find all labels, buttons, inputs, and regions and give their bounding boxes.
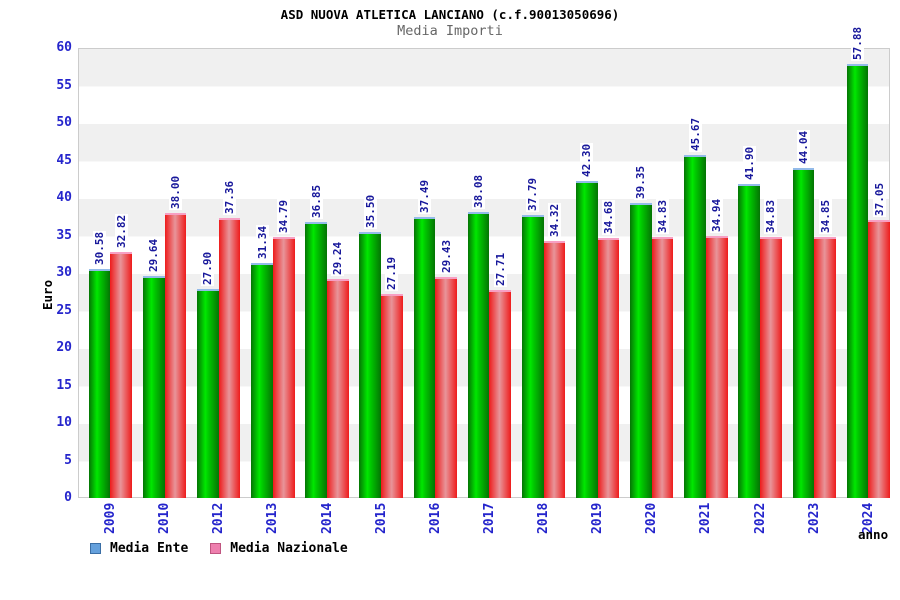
- bar-media-ente: [305, 221, 327, 498]
- bar-value-label: 45.67: [688, 117, 702, 153]
- y-tick-label: 35: [56, 227, 72, 243]
- bar-media-nazionale: [435, 277, 457, 498]
- bar-value-label: 27.90: [201, 250, 215, 286]
- bar-media-nazionale: [381, 294, 403, 498]
- bar-value-label: 37.36: [223, 179, 237, 215]
- y-tick-label: 50: [56, 115, 72, 130]
- x-tick-label-year: 2016: [427, 502, 443, 534]
- bar-value-label: 37.05: [872, 182, 886, 218]
- x-tick-label-year: 2021: [698, 502, 714, 534]
- bar-media-ente: [197, 288, 219, 498]
- bar-media-nazionale: [814, 236, 836, 498]
- bar-media-ente: [630, 202, 652, 498]
- y-tick-label: 40: [56, 190, 72, 205]
- x-tick-label-year: 2018: [536, 502, 552, 534]
- bar-value-label: 35.50: [363, 193, 377, 229]
- bar-media-nazionale: [272, 237, 295, 498]
- x-tick-label-year: 2009: [102, 502, 118, 534]
- x-tick-label-year: 2019: [590, 502, 606, 534]
- y-tick-label: 60: [56, 40, 72, 55]
- bar-media-ente: [251, 262, 273, 498]
- y-tick-label: 15: [56, 377, 72, 393]
- bar-value-label: 29.64: [147, 237, 161, 273]
- bar-media-ente: [792, 167, 815, 498]
- bar-value-label: 34.83: [656, 198, 670, 234]
- bar-value-label: 44.04: [796, 129, 810, 165]
- bar-media-ente: [738, 183, 761, 498]
- legend-label-media-ente: Media Ente: [110, 541, 189, 556]
- bar-value-label: 42.30: [580, 142, 594, 178]
- bar-media-ente: [684, 155, 706, 498]
- legend-swatch-media-ente-icon: [90, 543, 101, 554]
- bar-value-label: 37.79: [526, 176, 540, 212]
- bar-value-label: 36.85: [309, 183, 323, 219]
- bar-media-ente: [467, 212, 490, 498]
- x-tick-label-year: 2010: [157, 502, 173, 534]
- x-tick-label-year: 2023: [806, 502, 822, 534]
- x-tick-label-year: 2017: [481, 502, 497, 534]
- bar-value-label: 57.88: [851, 25, 865, 61]
- y-tick-label: 5: [64, 452, 72, 468]
- bar-media-ente: [359, 231, 382, 498]
- bar-media-ente: [846, 63, 869, 498]
- chart-title: ASD NUOVA ATLETICA LANCIANO (c.f.9001305…: [280, 7, 620, 22]
- legend-item-media-ente: Media Ente: [90, 541, 188, 556]
- bar-media-nazionale: [651, 236, 674, 498]
- bar-value-label: 30.58: [93, 230, 107, 266]
- bar-media-ente: [413, 216, 436, 498]
- bar-value-label: 31.34: [255, 224, 269, 260]
- y-tick-label: 55: [56, 77, 72, 93]
- bar-media-nazionale: [597, 237, 620, 498]
- bar-media-nazionale: [218, 217, 241, 498]
- bar-media-nazionale: [489, 290, 512, 498]
- bar-value-label: 34.68: [602, 199, 615, 235]
- legend-swatch-media-nazionale-icon: [210, 543, 222, 554]
- x-tick-label-year: 2020: [644, 502, 660, 534]
- x-axis-title: anno: [858, 527, 889, 542]
- bar-value-label: 34.79: [277, 198, 291, 235]
- bar-value-label: 27.19: [385, 255, 399, 292]
- bar-media-nazionale: [705, 235, 728, 498]
- bar-media-nazionale: [164, 213, 187, 498]
- bar-value-label: 32.82: [114, 213, 128, 249]
- bar-media-ente: [88, 268, 111, 498]
- y-axis-title: Euro: [40, 279, 55, 310]
- bar-media-ente: [576, 180, 598, 498]
- x-tick-label-year: 2012: [211, 502, 227, 534]
- bar-media-nazionale: [760, 236, 782, 498]
- bar-value-label: 38.08: [472, 174, 486, 210]
- bar-value-label: 29.24: [331, 240, 345, 276]
- bar-value-label: 29.43: [439, 239, 453, 275]
- bar-media-nazionale: [110, 251, 133, 498]
- x-tick-label-year: 2015: [373, 502, 389, 534]
- y-tick-label: 0: [64, 490, 72, 505]
- bar-value-label: 34.94: [710, 197, 724, 233]
- bar-value-label: 34.85: [818, 198, 832, 234]
- bar-value-label: 34.83: [764, 198, 778, 234]
- y-tick-label: 10: [56, 415, 72, 430]
- legend: Media Ente Media Nazionale: [90, 541, 348, 556]
- bar-value-label: 39.35: [634, 164, 648, 200]
- bar-media-nazionale: [327, 278, 349, 498]
- x-tick-label-year: 2014: [319, 502, 335, 534]
- bar-value-label: 37.49: [417, 178, 431, 214]
- legend-label-media-nazionale: Media Nazionale: [230, 541, 348, 556]
- x-tick-label-year: 2022: [752, 502, 768, 534]
- y-tick-label: 30: [56, 265, 72, 280]
- y-tick-label: 45: [56, 152, 72, 168]
- y-tick-label: 25: [56, 302, 72, 318]
- bar-media-ente: [521, 214, 544, 498]
- x-tick-label-year: 2013: [265, 502, 281, 534]
- bar-media-ente: [142, 275, 165, 498]
- bar-value-label: 34.32: [547, 202, 561, 238]
- bar-media-nazionale: [868, 220, 890, 498]
- bar-value-label: 41.90: [742, 145, 756, 181]
- chart-subtitle: Media Importi: [397, 23, 503, 39]
- bar-media-nazionale: [543, 240, 566, 498]
- bar-value-label: 38.00: [168, 174, 182, 210]
- bar-value-label: 27.71: [493, 252, 507, 288]
- legend-item-media-nazionale: Media Nazionale: [210, 541, 348, 556]
- y-tick-label: 20: [56, 340, 72, 355]
